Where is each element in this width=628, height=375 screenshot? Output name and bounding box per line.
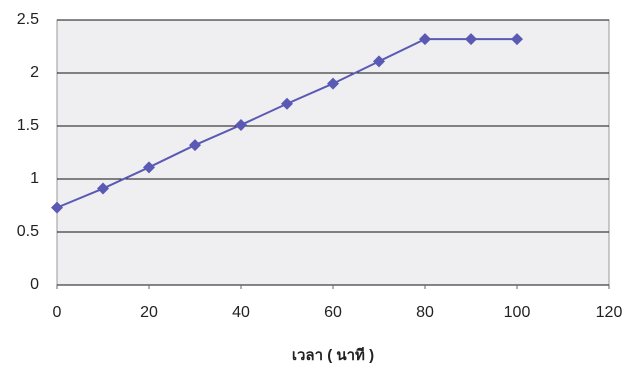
x-tick-label: 80 xyxy=(416,304,434,321)
data-point xyxy=(465,33,477,46)
data-point xyxy=(419,33,431,46)
x-tick-label: 120 xyxy=(596,304,623,321)
data-point xyxy=(281,97,293,110)
y-tick-label: 2.5 xyxy=(17,11,39,28)
data-point xyxy=(327,77,339,90)
data-point xyxy=(51,201,63,214)
y-tick-label: 0 xyxy=(30,276,39,293)
y-tick-label: 0.5 xyxy=(17,223,39,240)
y-tick-label: 1.5 xyxy=(17,117,39,134)
data-point xyxy=(373,55,385,68)
x-tick-label: 0 xyxy=(53,304,62,321)
y-tick-label: 1 xyxy=(30,170,39,187)
x-tick-label: 60 xyxy=(324,304,342,321)
x-tick-label: 20 xyxy=(140,304,158,321)
data-point xyxy=(97,182,109,195)
data-point xyxy=(143,161,155,174)
x-tick-label: 100 xyxy=(504,304,531,321)
data-point xyxy=(511,33,523,46)
x-tick-label: 40 xyxy=(232,304,250,321)
plot-area xyxy=(56,19,610,286)
data-point xyxy=(235,118,247,131)
x-axis-label: เวลา ( นาที ) xyxy=(292,347,374,364)
y-tick-label: 2 xyxy=(30,64,39,81)
data-point xyxy=(189,139,201,152)
